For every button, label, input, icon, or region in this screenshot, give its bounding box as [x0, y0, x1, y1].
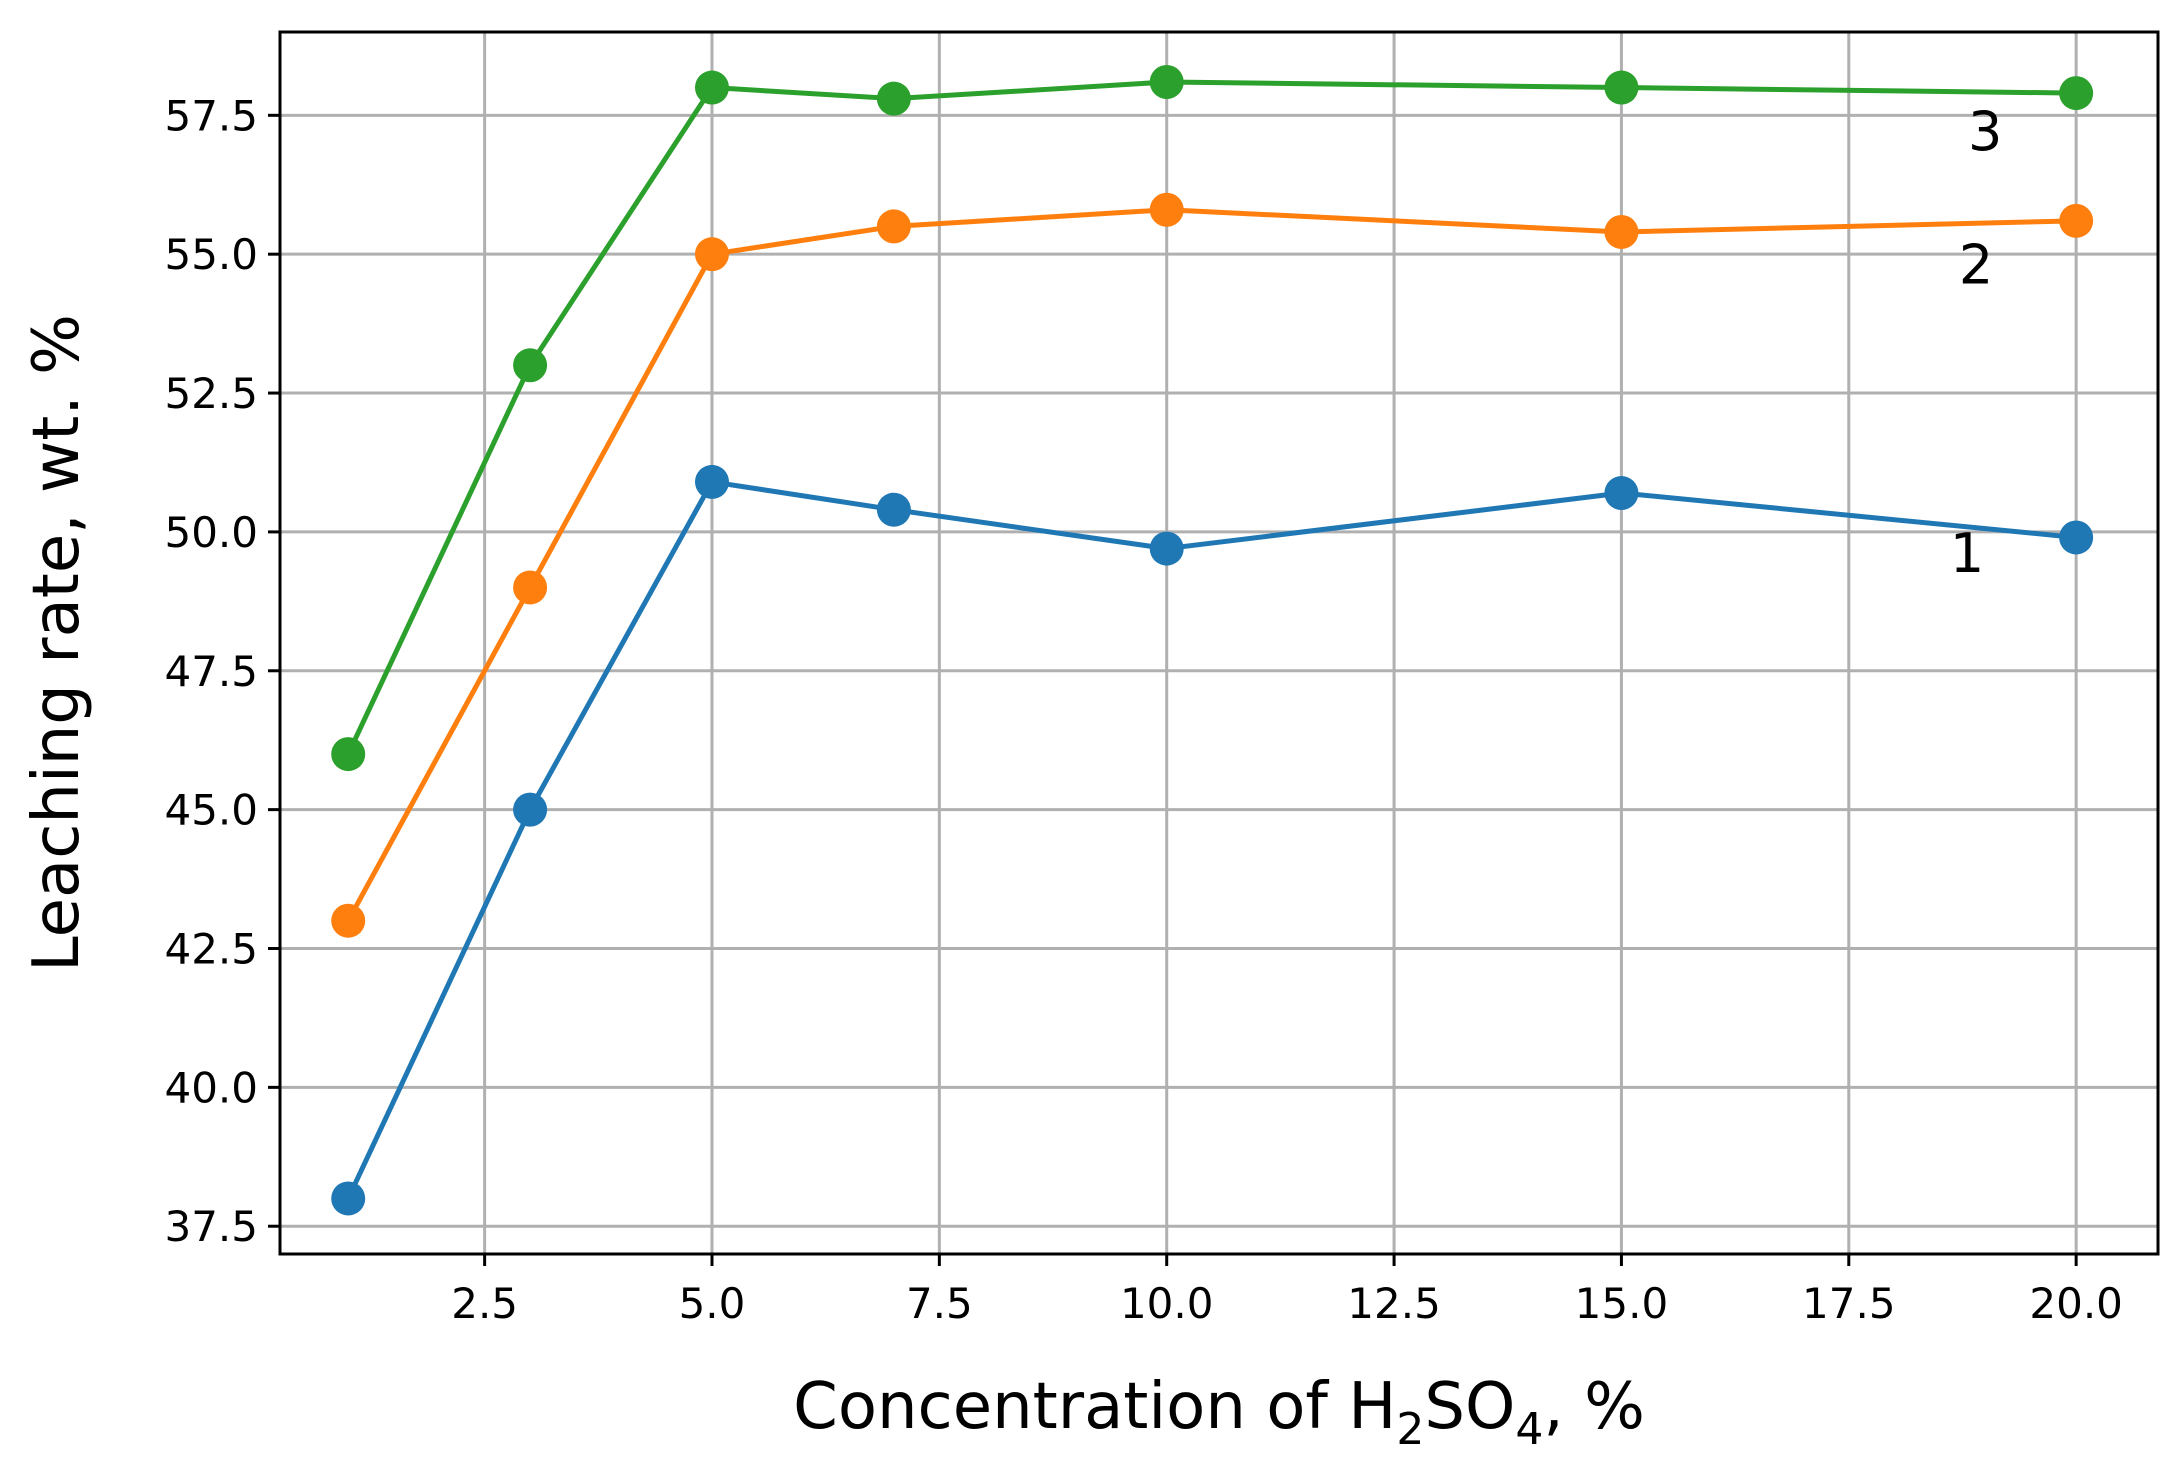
- y-tick-label: 45.0: [164, 786, 258, 835]
- series-3-point: [331, 737, 366, 772]
- series-2-point: [1604, 214, 1639, 249]
- series-group: [331, 64, 2094, 1216]
- series-3-point: [2059, 76, 2094, 111]
- y-tick-label: 55.0: [164, 230, 258, 279]
- x-tick-label: 10.0: [1120, 1279, 1214, 1328]
- y-tick-label: 47.5: [164, 647, 258, 696]
- series-1-point: [1604, 476, 1639, 511]
- plot-frame: [278, 30, 2160, 1256]
- series-3-point: [513, 348, 548, 383]
- series-1-point: [694, 464, 729, 499]
- series-3-line: [345, 79, 2077, 756]
- series-1-label: 1: [1950, 522, 1984, 585]
- series-2-point: [331, 903, 366, 938]
- y-tick-label: 50.0: [164, 508, 258, 557]
- y-tick-label: 37.5: [164, 1202, 258, 1251]
- series-3-point: [1604, 70, 1639, 105]
- series-1-point: [513, 792, 548, 827]
- series-1-point: [876, 492, 911, 527]
- series-2-label: 2: [1959, 233, 1993, 296]
- series-1-point: [331, 1181, 366, 1216]
- x-axis-title: Concentration of H2SO4, %: [793, 1370, 1645, 1455]
- series-2-point: [876, 209, 911, 244]
- series-1-line: [345, 479, 2077, 1200]
- x-tick-label: 15.0: [1575, 1279, 1669, 1328]
- series-1-point: [1149, 531, 1184, 566]
- series-2-point: [1149, 192, 1184, 227]
- axis-ticks: 2.5 5.0 7.5 10.0 12.5 15.0 17.5 20.0 37.5 40.0 42.…: [164, 91, 2122, 1328]
- y-tick-label: 52.5: [164, 369, 258, 418]
- series-2-point: [694, 237, 729, 272]
- x-tick-label: 7.5: [906, 1279, 973, 1328]
- series-1-point: [2059, 520, 2094, 555]
- x-tick-label: 12.5: [1347, 1279, 1441, 1328]
- x-tick-label: 2.5: [451, 1279, 518, 1328]
- series-2-line: [346, 207, 2077, 922]
- series-2-point: [2059, 203, 2094, 238]
- series-labels: 1 2 3: [1950, 100, 2003, 585]
- grid: [280, 32, 2158, 1254]
- x-tick-label: 20.0: [2029, 1279, 2123, 1328]
- x-tick-label: 17.5: [1802, 1279, 1896, 1328]
- series-3-point: [876, 81, 911, 116]
- series-3-point: [1149, 64, 1184, 99]
- y-tick-label: 40.0: [164, 1063, 258, 1112]
- y-tick-label: 42.5: [164, 925, 258, 974]
- x-tick-label: 5.0: [679, 1279, 746, 1328]
- series-2-point: [513, 570, 548, 605]
- series-3-point: [694, 70, 729, 105]
- series-3-label: 3: [1968, 100, 2002, 163]
- y-tick-label: 57.5: [164, 91, 258, 140]
- y-axis-title: Leaching rate, wt. %: [20, 314, 94, 972]
